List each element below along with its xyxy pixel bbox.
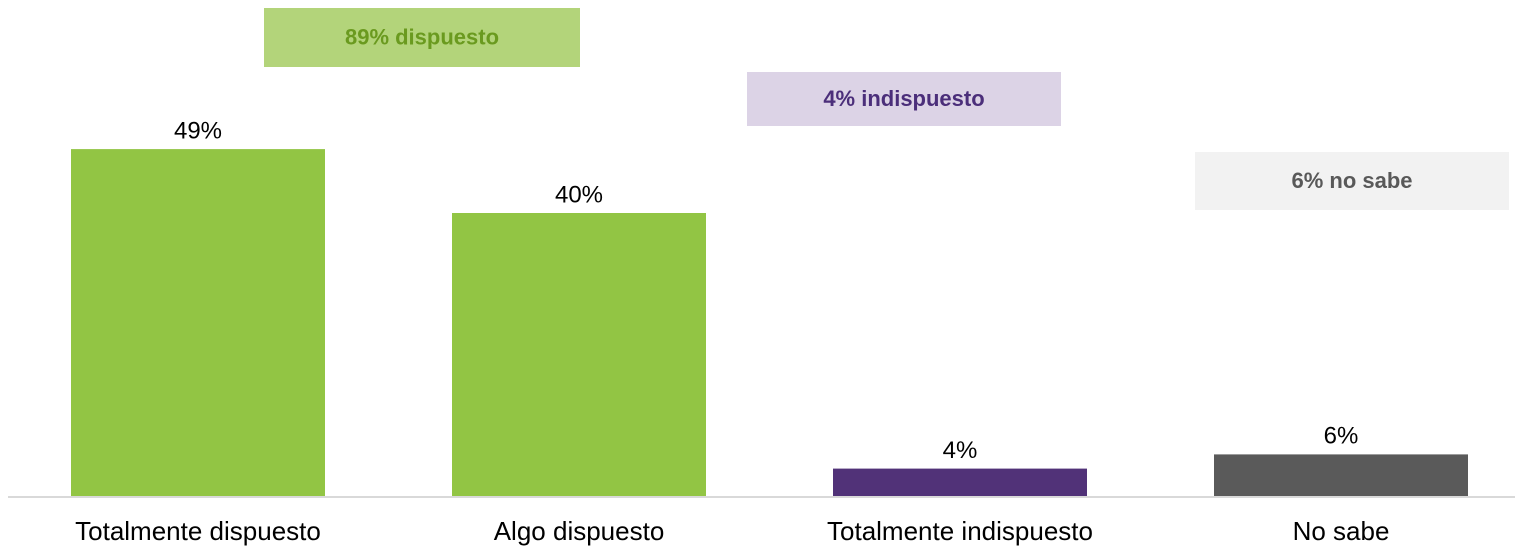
- bar: [833, 468, 1087, 497]
- value-label: 40%: [555, 181, 603, 208]
- annotation-text: 4% indispuesto: [823, 86, 984, 111]
- bar: [71, 149, 325, 497]
- x-tick-label: Totalmente indispuesto: [827, 516, 1093, 546]
- annotation-text: 6% no sabe: [1291, 168, 1412, 193]
- value-label: 49%: [174, 117, 222, 144]
- value-label: 6%: [1324, 423, 1359, 450]
- annotation-box: [747, 72, 1061, 126]
- annotation-box: [1195, 152, 1509, 210]
- x-tick-label: Totalmente dispuesto: [75, 516, 321, 546]
- value-label: 4%: [943, 437, 978, 464]
- bar: [1214, 454, 1468, 497]
- annotation-box: [264, 8, 580, 67]
- annotation-text: 89% dispuesto: [345, 24, 499, 49]
- bar: [452, 213, 706, 497]
- x-tick-label: Algo dispuesto: [494, 516, 665, 546]
- x-tick-label: No sabe: [1293, 516, 1390, 546]
